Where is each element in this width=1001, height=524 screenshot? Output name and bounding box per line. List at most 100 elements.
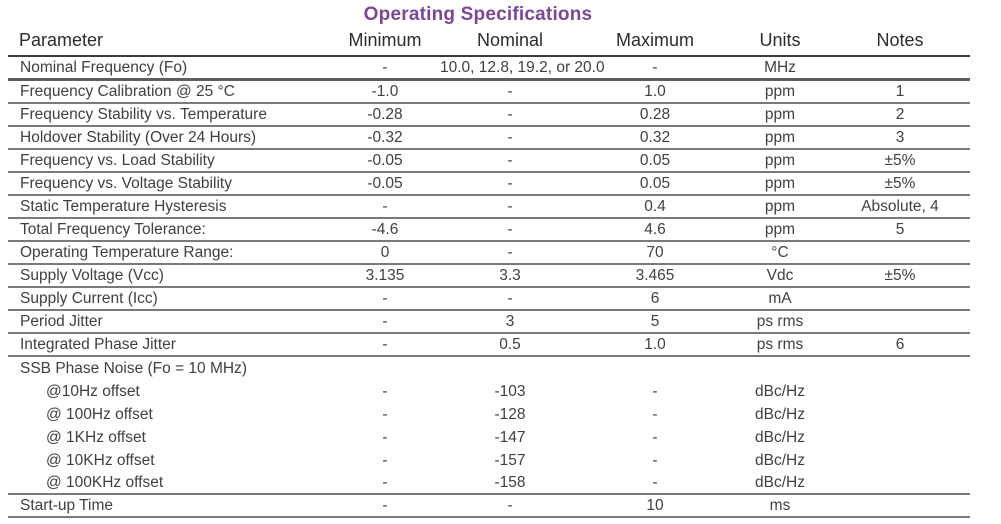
cell-units: °C <box>730 241 830 265</box>
cell-parameter: Start-up Time <box>8 494 330 518</box>
cell-parameter: Total Frequency Tolerance: <box>8 218 330 242</box>
cell-units: ps rms <box>730 310 830 334</box>
cell-maximum: - <box>652 383 658 400</box>
cell-parameter: Frequency vs. Load Stability <box>8 149 330 173</box>
table-row: @10Hz offset - -103 - dBc/Hz <box>8 380 970 403</box>
table-row: @ 10KHz offset - -157 - dBc/Hz <box>8 449 970 472</box>
cell-parameter: @ 10KHz offset <box>46 452 155 469</box>
cell-minimum: 3.135 <box>330 264 440 288</box>
cell-nominal: - <box>440 103 580 127</box>
cell-units: Vdc <box>730 264 830 288</box>
cell-nominal: 3 <box>440 310 580 334</box>
cell-minimum: -0.05 <box>330 149 440 173</box>
cell-notes: 3 <box>830 126 970 150</box>
table-row: Period Jitter -3 5 ps rms <box>8 310 970 334</box>
cell-units: ppm <box>730 218 830 242</box>
cell-notes <box>830 356 970 380</box>
table-row: Integrated Phase Jitter -0.5 1.0 ps rms 6 <box>8 333 970 357</box>
cell-notes: Absolute, 4 <box>830 195 970 219</box>
cell-notes <box>830 403 970 426</box>
cell-notes <box>830 472 970 495</box>
cell-minimum: -4.6 <box>330 218 440 242</box>
cell-notes <box>830 56 970 81</box>
table-header: Parameter Minimum Nominal Maximum Units … <box>8 29 970 57</box>
cell-notes: ±5% <box>830 172 970 196</box>
column-header-parameter: Parameter <box>8 29 330 57</box>
cell-maximum: 1.0 <box>580 79 730 104</box>
cell-parameter: @10Hz offset <box>46 383 140 400</box>
cell-minimum: - <box>330 195 440 219</box>
cell-units: dBc/Hz <box>755 406 805 423</box>
cell-maximum: 0.4 <box>580 195 730 219</box>
table-row: @ 1KHz offset - -147 - dBc/Hz <box>8 426 970 449</box>
cell-nominal: - <box>440 218 580 242</box>
cell-minimum: -0.28 <box>330 103 440 127</box>
cell-minimum: - <box>330 333 440 357</box>
cell-maximum: 70 <box>580 241 730 265</box>
cell-parameter: Operating Temperature Range: <box>8 241 330 265</box>
table-row: Frequency Stability vs. Temperature -0.28… <box>8 103 970 127</box>
cell-units: dBc/Hz <box>755 452 805 469</box>
table-row: Holdover Stability (Over 24 Hours) -0.32-… <box>8 126 970 150</box>
cell-units: MHz <box>730 56 830 81</box>
cell-parameter: @ 1KHz offset <box>46 429 146 446</box>
cell-units: ppm <box>730 172 830 196</box>
cell-minimum: -1.0 <box>330 79 440 104</box>
cell-units: dBc/Hz <box>755 429 805 446</box>
cell-minimum: - <box>382 383 388 400</box>
cell-maximum: 0.05 <box>580 149 730 173</box>
cell-notes <box>830 310 970 334</box>
cell-parameter: Period Jitter <box>8 310 330 334</box>
cell-notes <box>830 426 970 449</box>
cell-maximum: 0.28 <box>580 103 730 127</box>
cell-maximum: - <box>652 452 658 469</box>
cell-parameter: Frequency Calibration @ 25 °C <box>8 79 330 104</box>
table-row: Total Frequency Tolerance: -4.6-4.6 ppm 5 <box>8 218 970 242</box>
cell-maximum: 3.465 <box>580 264 730 288</box>
cell-parameter: Frequency Stability vs. Temperature <box>8 103 330 127</box>
cell-nominal <box>440 356 580 380</box>
cell-parameter: SSB Phase Noise (Fo = 10 MHz) <box>20 360 247 377</box>
cell-nominal: - <box>440 241 580 265</box>
cell-minimum: 0 <box>330 241 440 265</box>
cell-units: dBc/Hz <box>730 472 830 495</box>
cell-nominal: -103 <box>494 383 526 400</box>
cell-notes: ±5% <box>830 264 970 288</box>
cell-notes: 1 <box>830 79 970 104</box>
cell-notes <box>830 494 970 518</box>
cell-nominal: - <box>440 79 580 104</box>
cell-maximum: 10 <box>580 494 730 518</box>
cell-units: dBc/Hz <box>755 383 805 400</box>
cell-units: ppm <box>730 103 830 127</box>
cell-nominal: -128 <box>494 406 526 423</box>
cell-nominal: 10.0, 12.8, 19.2, or 20.0 <box>440 56 605 81</box>
table-row: @ 100KHz offset - -158- dBc/Hz <box>8 472 970 495</box>
cell-nominal: - <box>440 287 580 311</box>
table-row: Start-up Time - -10 ms <box>8 494 970 518</box>
column-header-units: Units <box>730 29 830 57</box>
cell-maximum: - <box>580 472 730 495</box>
cell-units: mA <box>730 287 830 311</box>
cell-maximum: - <box>652 429 658 446</box>
cell-minimum: - <box>382 406 388 423</box>
cell-parameter: Supply Voltage (Vcc) <box>8 264 330 288</box>
table-row: Static Temperature Hysteresis - -0.4 ppm Abs… <box>8 195 970 219</box>
cell-notes: 5 <box>830 218 970 242</box>
cell-parameter: Frequency vs. Voltage Stability <box>8 172 330 196</box>
cell-maximum: 4.6 <box>580 218 730 242</box>
cell-units: ppm <box>730 79 830 104</box>
column-header-maximum: Maximum <box>580 29 730 57</box>
cell-minimum: - <box>330 494 440 518</box>
cell-notes <box>830 380 970 403</box>
table-row: SSB Phase Noise (Fo = 10 MHz) <box>8 356 970 380</box>
cell-nominal: - <box>440 494 580 518</box>
cell-notes: ±5% <box>830 149 970 173</box>
column-header-minimum: Minimum <box>330 29 440 57</box>
spec-table-body: Nominal Frequency (Fo) -10.0, 12.8, 19.2,… <box>8 56 970 518</box>
cell-maximum: 1.0 <box>580 333 730 357</box>
cell-maximum: - <box>580 56 730 81</box>
cell-minimum: -0.32 <box>330 126 440 150</box>
cell-maximum <box>580 356 730 380</box>
cell-minimum: - <box>330 310 440 334</box>
